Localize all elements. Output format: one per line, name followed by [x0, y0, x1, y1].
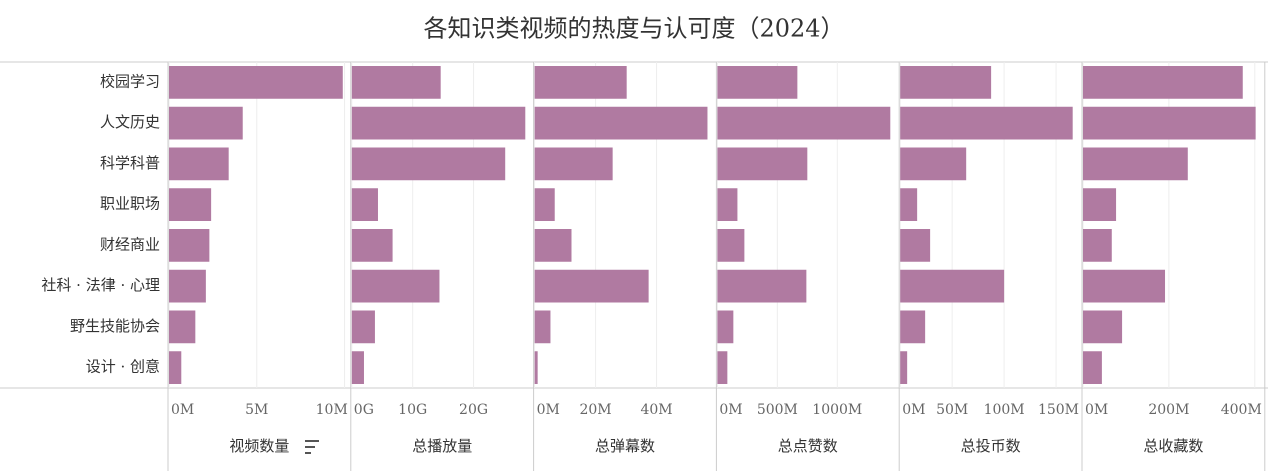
- category-label: 设计 · 创意: [86, 358, 160, 376]
- axis-title: 视频数量: [229, 437, 289, 455]
- bar: [169, 66, 343, 99]
- bar: [717, 66, 798, 99]
- bar: [900, 147, 967, 181]
- x-tick-label: 0M: [537, 402, 560, 418]
- bar: [717, 310, 734, 344]
- category-label: 科学科普: [100, 154, 160, 172]
- x-tick-label: 150M: [1038, 402, 1079, 418]
- bar: [900, 310, 926, 344]
- bar: [169, 147, 229, 181]
- bar: [1083, 351, 1102, 384]
- bar: [900, 66, 992, 99]
- x-tick-label: 400M: [1221, 402, 1262, 418]
- bar: [1083, 106, 1256, 140]
- x-tick-label: 200M: [1148, 402, 1189, 418]
- bar: [900, 269, 1005, 303]
- bar: [534, 66, 627, 99]
- bar: [1083, 269, 1166, 303]
- bar: [351, 106, 526, 140]
- bar: [534, 106, 708, 140]
- axis-title: 总点赞数: [778, 437, 838, 455]
- bar: [900, 229, 931, 262]
- bar: [717, 147, 808, 181]
- bar: [534, 188, 555, 221]
- x-tick-label: 0G: [354, 402, 374, 418]
- bar: [1083, 147, 1188, 181]
- x-tick-label: 500M: [757, 402, 798, 418]
- axis-title: 总播放量: [412, 437, 472, 455]
- bar: [351, 269, 440, 303]
- x-tick-label: 0M: [902, 402, 925, 418]
- axis-title: 总收藏数: [1143, 437, 1203, 455]
- bar: [169, 269, 206, 303]
- axis-title: 总投币数: [961, 437, 1021, 455]
- category-label: 野生技能协会: [70, 317, 160, 335]
- x-tick-label: 0M: [171, 402, 194, 418]
- category-label: 校园学习: [100, 72, 160, 90]
- sort-icon: [305, 440, 319, 454]
- x-tick-label: 5M: [245, 402, 268, 418]
- bar: [900, 106, 1073, 140]
- bar: [900, 351, 908, 384]
- bar: [534, 229, 572, 262]
- bar: [717, 351, 728, 384]
- bar: [351, 351, 364, 384]
- bar: [169, 310, 196, 344]
- bar: [1083, 188, 1117, 221]
- category-label: 人文历史: [100, 113, 160, 131]
- bar: [169, 229, 210, 262]
- axis-title: 总弹幕数: [595, 437, 655, 455]
- bar: [351, 188, 378, 221]
- bar: [717, 229, 745, 262]
- bar: [717, 188, 738, 221]
- bar: [1083, 310, 1123, 344]
- bar: [534, 351, 538, 384]
- bar: [534, 310, 551, 344]
- x-tick-label: 0M: [1085, 402, 1108, 418]
- category-label: 职业职场: [100, 195, 160, 213]
- x-tick-label: 10M: [316, 402, 348, 418]
- x-tick-label: 20M: [579, 402, 611, 418]
- x-tick-label: 40M: [640, 402, 672, 418]
- bar: [1083, 229, 1112, 262]
- x-tick-label: 0M: [719, 402, 742, 418]
- x-tick-label: 1000M: [812, 402, 862, 418]
- x-tick-label: 50M: [936, 402, 968, 418]
- x-tick-label: 10G: [398, 402, 427, 418]
- category-label: 财经商业: [100, 235, 160, 253]
- chart-title: 各知识类视频的热度与认可度（2024）: [423, 15, 844, 43]
- bar: [534, 269, 649, 303]
- x-tick-label: 20G: [459, 402, 488, 418]
- x-tick-label: 100M: [984, 402, 1025, 418]
- bar: [534, 147, 613, 181]
- bar: [351, 310, 375, 344]
- bar: [351, 147, 506, 181]
- bar: [351, 66, 441, 99]
- bar: [169, 188, 212, 221]
- bar: [900, 188, 918, 221]
- bar: [351, 229, 393, 262]
- bar: [169, 106, 243, 140]
- bar: [717, 106, 891, 140]
- bar: [717, 269, 807, 303]
- category-label: 社科 · 法律 · 心理: [41, 276, 160, 294]
- bar: [169, 351, 182, 384]
- bar: [1083, 66, 1243, 99]
